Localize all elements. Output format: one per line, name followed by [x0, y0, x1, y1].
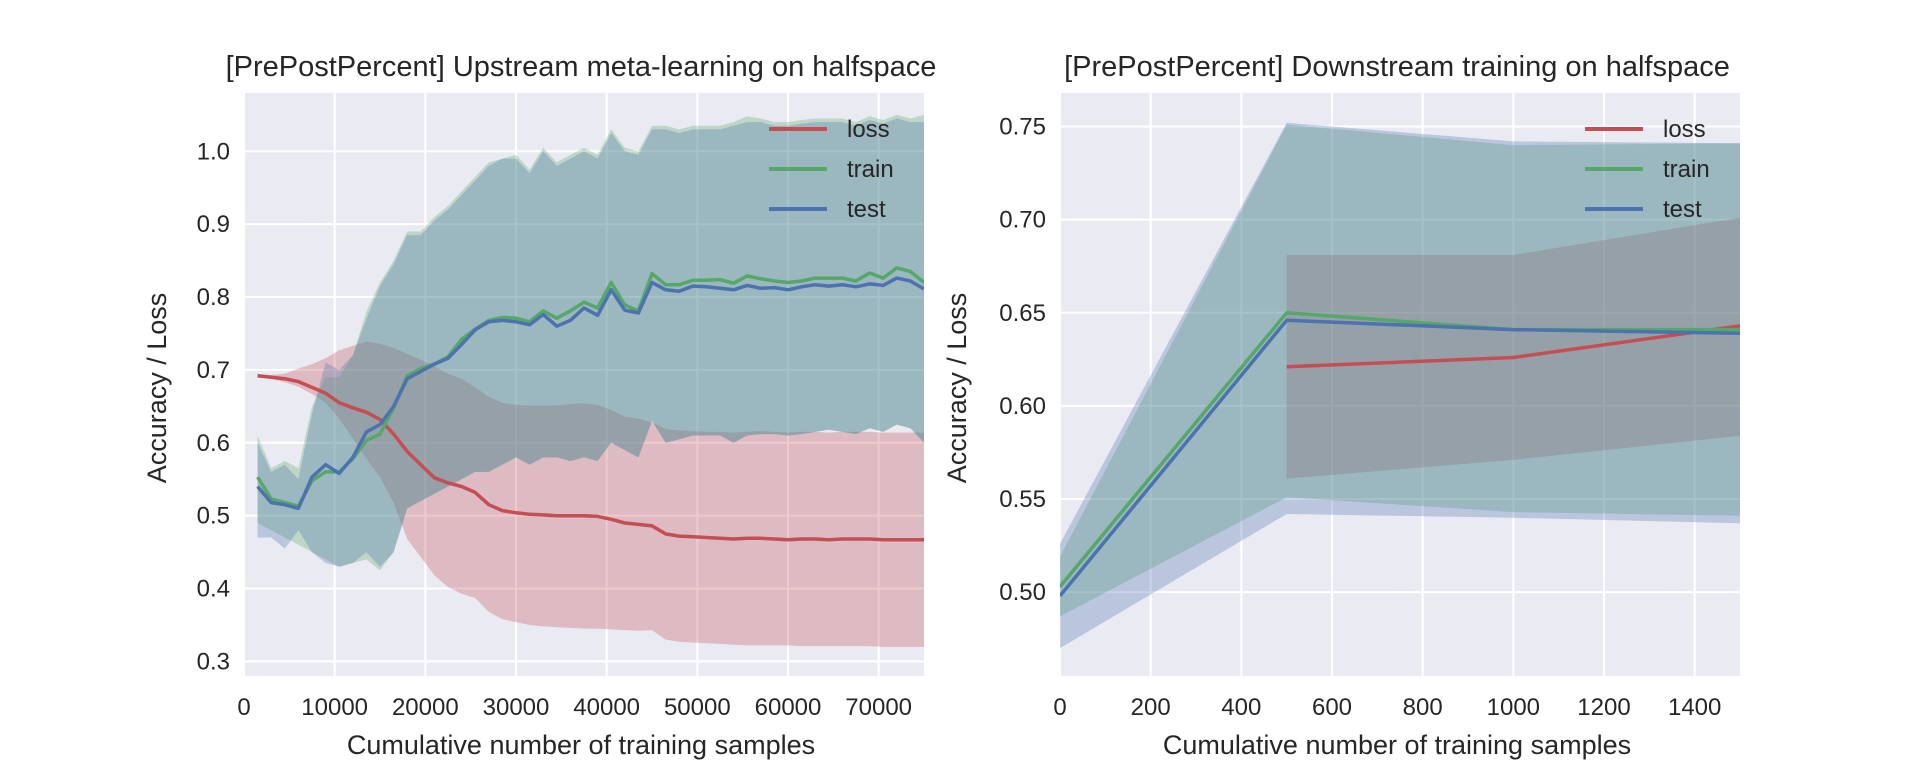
x-tick-label: 70000 — [845, 694, 912, 721]
x-tick-label: 0 — [237, 694, 250, 721]
legend-label-test: test — [1663, 196, 1702, 223]
x-axis-label-upstream: Cumulative number of training samples — [347, 730, 815, 760]
x-tick-label: 0 — [1053, 694, 1066, 721]
x-tick-label: 400 — [1221, 694, 1261, 721]
train-series-line — [1060, 311, 1740, 588]
test-series-line — [1060, 318, 1740, 598]
x-tick-label: 50000 — [664, 694, 731, 721]
x-tick-label: 20000 — [392, 694, 459, 721]
x-tick-label: 10000 — [301, 694, 368, 721]
x-tick-label: 1400 — [1668, 694, 1721, 721]
chart-title-downstream: [PrePostPercent] Downstream training on … — [1064, 51, 1730, 83]
train-confidence-band — [1060, 124, 1740, 617]
loss-confidence-band — [257, 341, 924, 647]
y-tick-label: 0.60 — [999, 393, 1046, 420]
y-axis-label-upstream: Accuracy / Loss — [142, 293, 172, 484]
test-confidence-band — [257, 118, 924, 567]
x-tick-label: 800 — [1403, 694, 1443, 721]
y-tick-label: 0.50 — [999, 579, 1046, 606]
y-tick-label: 0.8 — [197, 284, 230, 311]
y-tick-label: 1.0 — [197, 138, 230, 165]
train-series-line — [256, 266, 924, 508]
upstream-chart: [PrePostPercent] Upstream meta-learning … — [142, 51, 936, 760]
y-tick-label: 0.7 — [197, 357, 230, 384]
y-tick-label: 0.6 — [197, 430, 230, 457]
chart-title-upstream: [PrePostPercent] Upstream meta-learning … — [226, 51, 937, 83]
x-tick-label: 30000 — [483, 694, 550, 721]
legend-label-loss: loss — [847, 116, 890, 143]
loss-series-line — [257, 374, 924, 542]
loss-series-line — [1286, 324, 1740, 369]
y-tick-label: 0.5 — [197, 503, 230, 530]
legend-label-train: train — [1663, 156, 1710, 183]
y-tick-label: 0.55 — [999, 486, 1046, 513]
y-tick-label: 0.75 — [999, 114, 1046, 141]
y-tick-label: 0.3 — [197, 648, 230, 675]
y-tick-label: 0.65 — [999, 300, 1046, 327]
x-tick-label: 1200 — [1577, 694, 1630, 721]
y-axis-label-downstream: Accuracy / Loss — [942, 293, 972, 484]
legend-label-loss: loss — [1663, 116, 1706, 143]
x-tick-label: 200 — [1131, 694, 1171, 721]
loss-confidence-band — [1286, 217, 1740, 479]
y-tick-label: 0.4 — [197, 576, 230, 603]
x-tick-label: 1000 — [1487, 694, 1540, 721]
legend-label-test: test — [847, 196, 886, 223]
y-tick-label: 0.70 — [999, 207, 1046, 234]
downstream-chart: [PrePostPercent] Downstream training on … — [942, 51, 1740, 760]
train-confidence-band — [257, 114, 924, 571]
x-tick-label: 600 — [1312, 694, 1352, 721]
test-confidence-band — [1060, 122, 1740, 649]
x-axis-label-downstream: Cumulative number of training samples — [1163, 730, 1631, 760]
x-tick-label: 60000 — [755, 694, 822, 721]
test-series-line — [256, 276, 924, 511]
plot-area-downstream — [1060, 93, 1740, 676]
y-tick-label: 0.9 — [197, 211, 230, 238]
plot-area-upstream — [244, 93, 924, 676]
legend-label-train: train — [847, 156, 894, 183]
x-tick-label: 40000 — [573, 694, 640, 721]
